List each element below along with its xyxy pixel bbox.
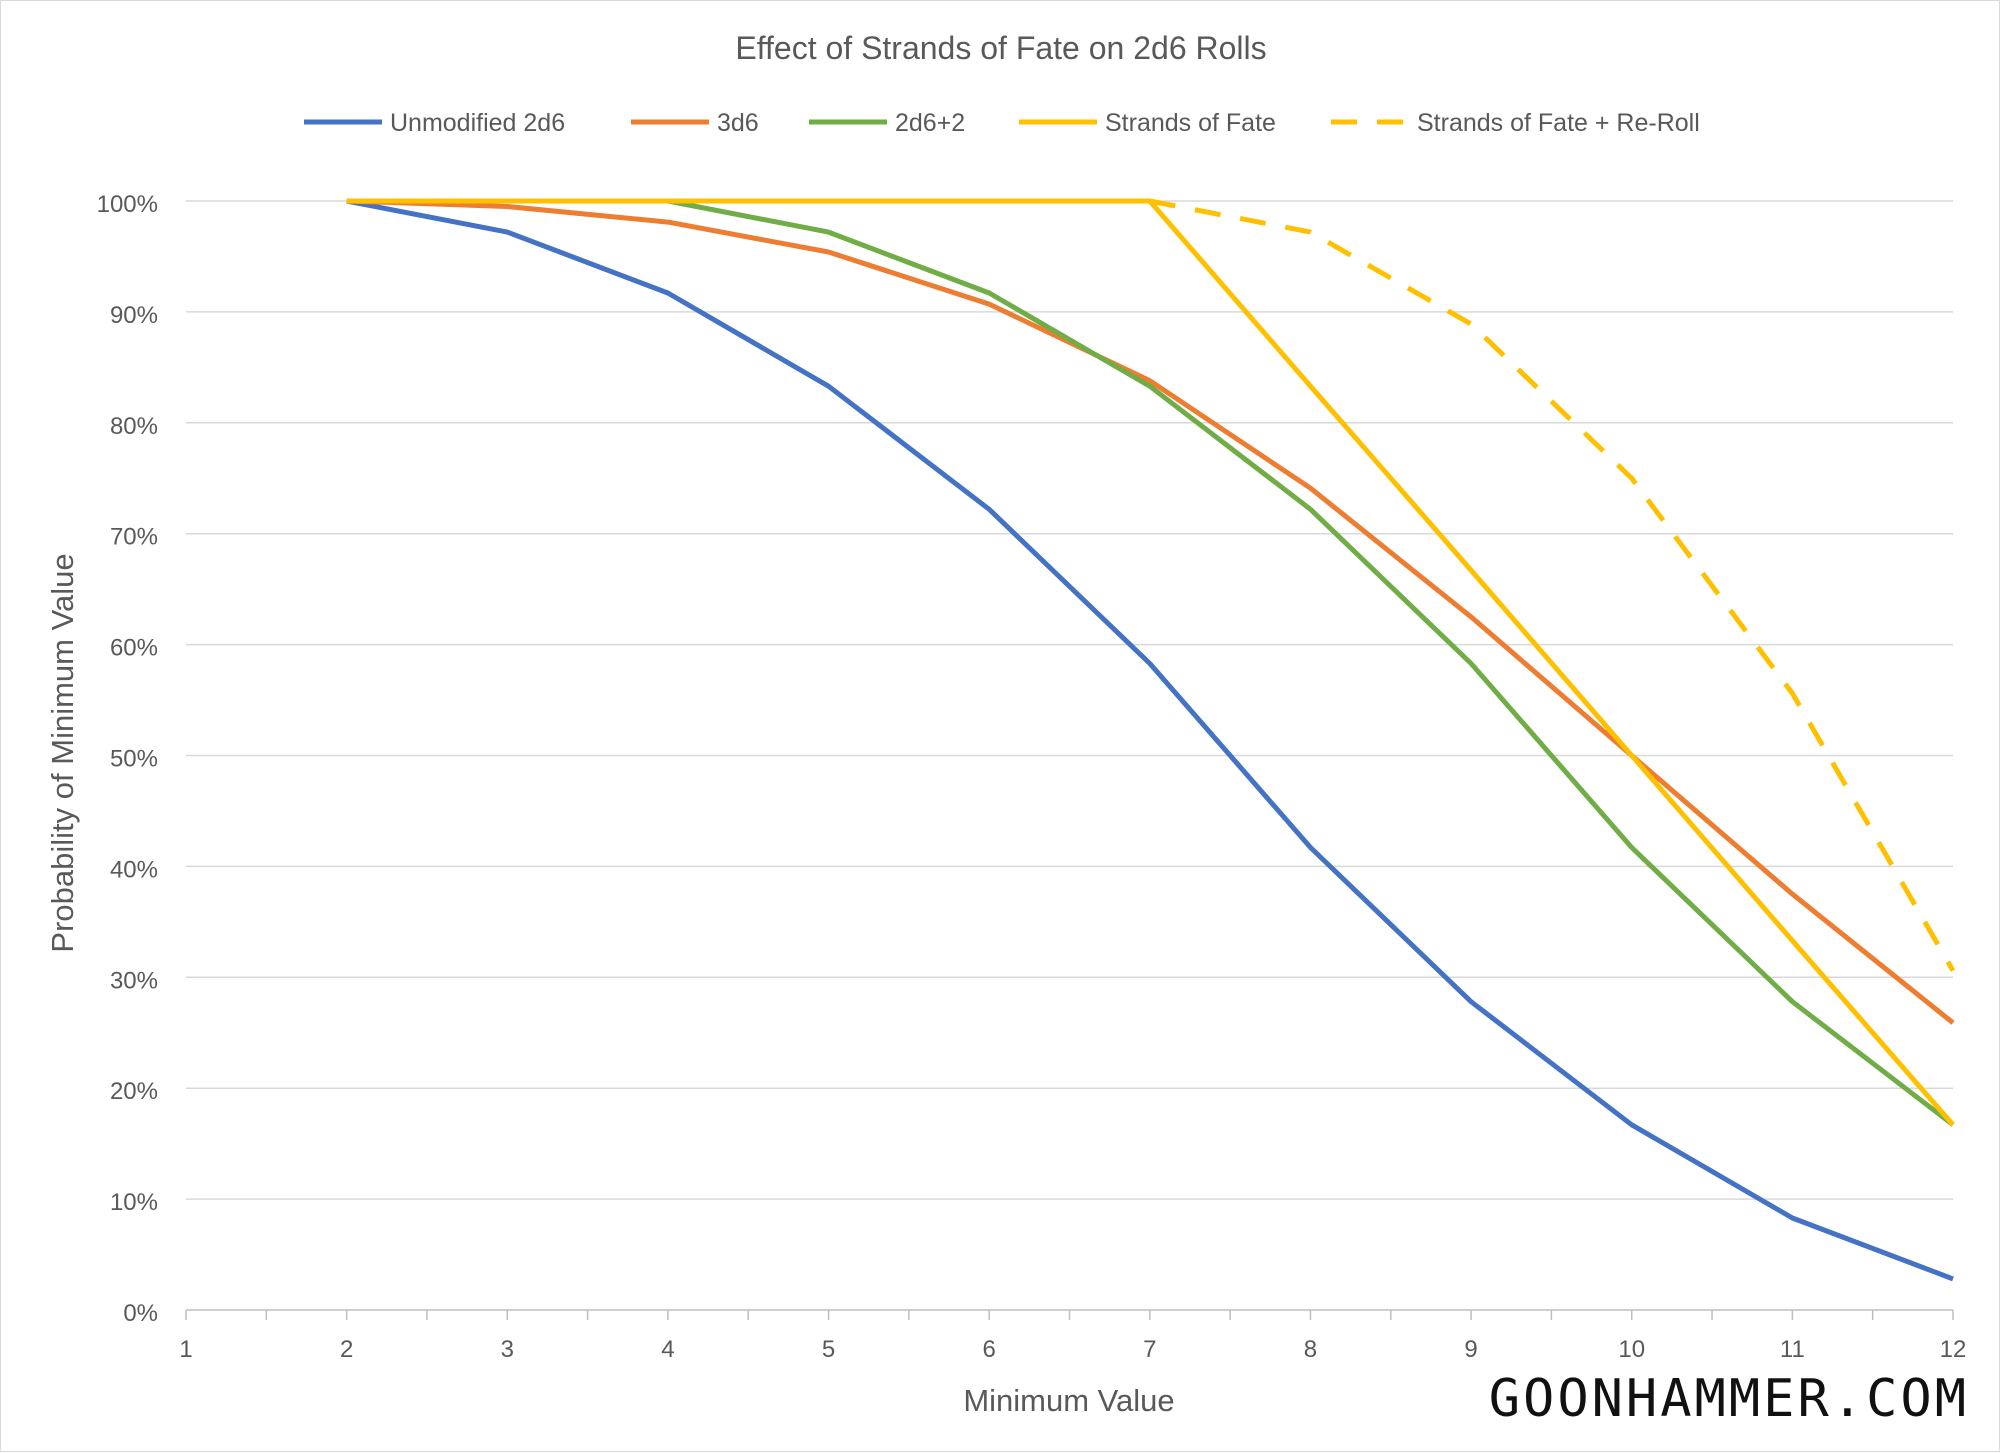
- chart-title: Effect of Strands of Fate on 2d6 Rolls: [735, 30, 1266, 66]
- watermark: GOONHAMMER.COM: [1488, 1369, 1969, 1429]
- y-tick-label: 100%: [97, 191, 158, 218]
- legend-label: 3d6: [717, 109, 759, 137]
- y-tick-label: 80%: [110, 413, 158, 440]
- y-tick-label: 60%: [110, 635, 158, 662]
- x-tick-label: 8: [1304, 1336, 1317, 1363]
- y-tick-label: 10%: [110, 1189, 158, 1216]
- series-line-3d6: [346, 198, 1955, 1025]
- y-tick-label: 30%: [110, 967, 158, 994]
- x-tick-label: 7: [1143, 1336, 1156, 1363]
- x-tick-label: 12: [1940, 1336, 1967, 1363]
- legend-label: Strands of Fate: [1105, 109, 1276, 137]
- series-line-strands-of-fate-re-roll: [1149, 198, 1956, 972]
- x-tick-label: 1: [179, 1336, 192, 1363]
- y-axis-label: Probability of Minimum Value: [45, 553, 80, 952]
- series-line-unmodified-2d6: [346, 198, 1954, 1282]
- y-tick-label: 40%: [110, 856, 158, 883]
- x-tick-label: 4: [661, 1336, 674, 1363]
- x-tick-label: 3: [501, 1336, 514, 1363]
- x-tick-label: 6: [983, 1336, 996, 1363]
- series-line-2d6-2: [667, 198, 1955, 1127]
- x-tick-label: 5: [822, 1336, 835, 1363]
- legend-label: Strands of Fate + Re-Roll: [1417, 109, 1700, 137]
- series-lines: [346, 198, 1956, 1282]
- legend-label: 2d6+2: [895, 109, 965, 137]
- x-tick-label: 11: [1780, 1336, 1805, 1363]
- x-tick-label: 10: [1618, 1336, 1645, 1363]
- y-tick-label: 70%: [110, 524, 158, 551]
- legend: Unmodified 2d6 3d6 2d6+2 Strands of Fate Str…: [304, 109, 1700, 137]
- gridlines: [186, 200, 1953, 1200]
- x-tick-label: 2: [340, 1336, 353, 1363]
- legend-label: Unmodified 2d6: [390, 109, 565, 137]
- y-tick-label: 50%: [110, 746, 158, 773]
- y-axis-tick-labels: 0% 10% 20% 30% 40% 50% 60% 70% 80% 90% 100%: [97, 191, 158, 1327]
- x-axis-label: Minimum Value: [963, 1383, 1174, 1418]
- y-tick-label: 0%: [123, 1300, 158, 1327]
- y-tick-label: 20%: [110, 1078, 158, 1105]
- x-axis: 1 2 3 4 5 6 7 8 9 10 11 12: [179, 1309, 1967, 1363]
- x-tick-label: 9: [1464, 1336, 1477, 1363]
- y-tick-label: 90%: [110, 302, 158, 329]
